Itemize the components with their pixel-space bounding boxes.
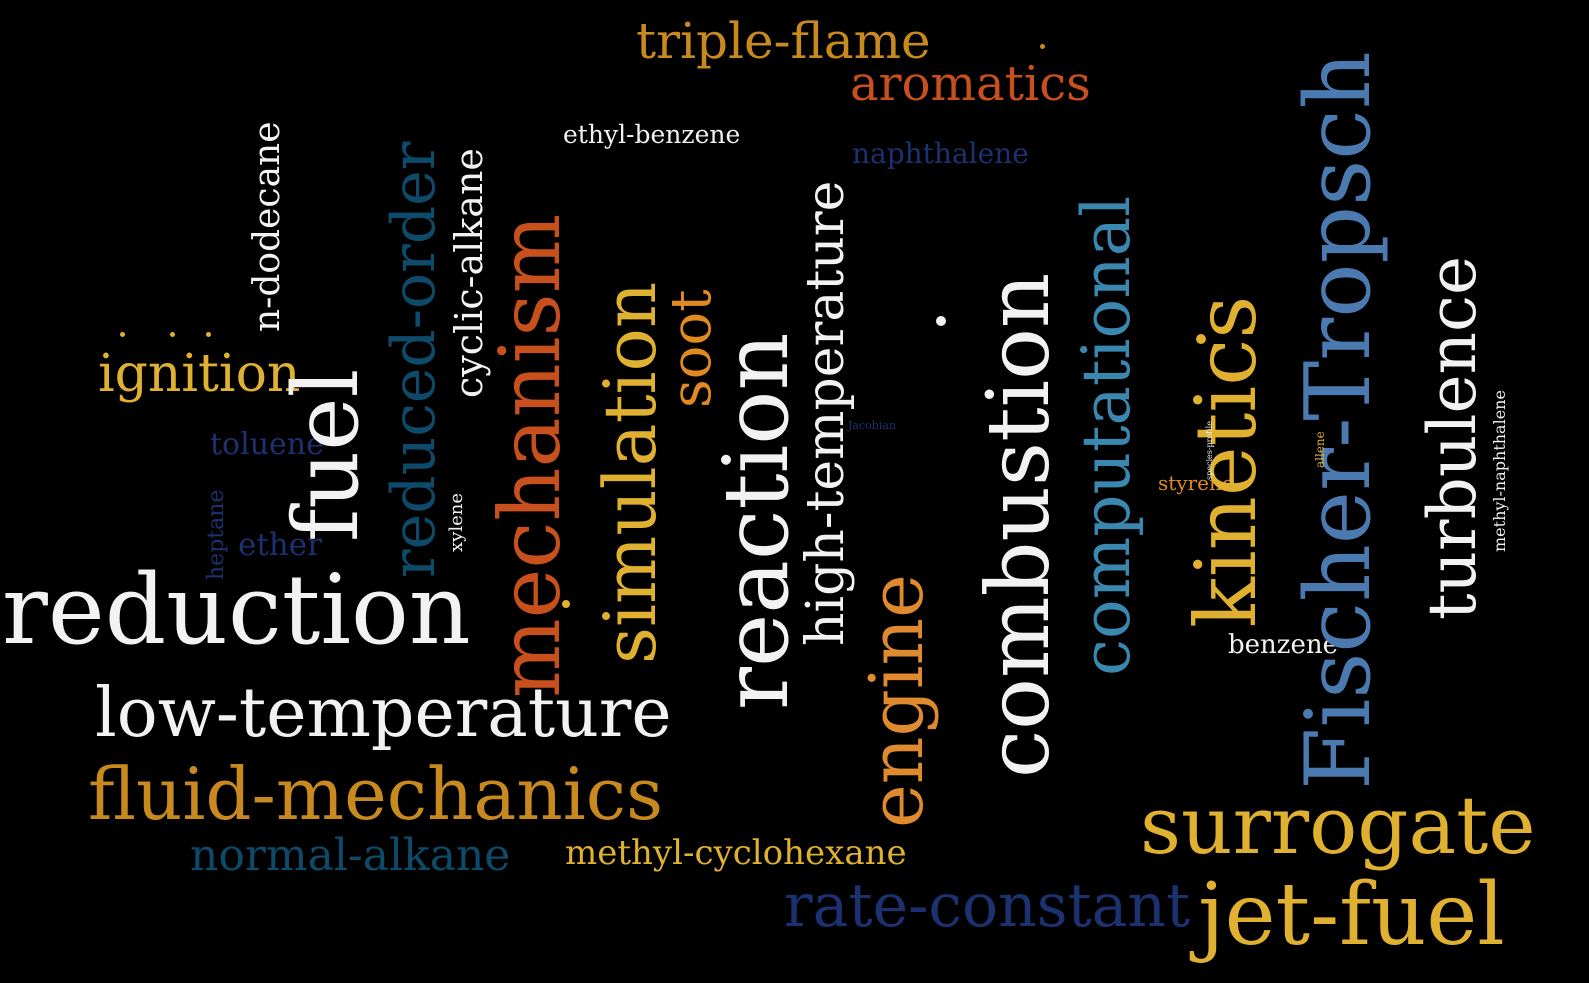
word-allene: allene: [1313, 431, 1327, 468]
dot: [936, 316, 946, 326]
word-reaction: reaction: [704, 332, 809, 710]
word-fluid-mechanics: fluid-mechanics: [88, 752, 664, 836]
word-triple-flame: triple-flame: [636, 12, 931, 70]
word-mechanism: mechanism: [481, 213, 579, 698]
word-methyl-cyclohexane: methyl-cyclohexane: [565, 833, 907, 873]
word-species-profile: species-profile: [1205, 421, 1214, 480]
dot: [1196, 334, 1206, 344]
word-kinetics: kinetics: [1177, 295, 1275, 628]
word-reduction: reduction: [2, 554, 471, 666]
word-fuel: fuel: [274, 368, 379, 542]
word-heptane: heptane: [204, 489, 229, 580]
word-ether: ether: [238, 527, 322, 563]
word-methyl-naphthalene: methyl-naphthalene: [1490, 390, 1509, 552]
word-combustion: combustion: [969, 272, 1069, 778]
word-n-dodecane: n-dodecane: [247, 121, 288, 332]
word-toluene: toluene: [210, 427, 324, 462]
word-jacobian: Jacobian: [848, 419, 896, 432]
word-simulation: simulation: [588, 281, 672, 664]
dot: [1040, 44, 1045, 49]
word-naphthalene: naphthalene: [852, 137, 1029, 170]
dot: [120, 332, 125, 337]
dot: [170, 332, 175, 337]
word-reduced-order: reduced-order: [379, 141, 449, 578]
word-computational: computational: [1068, 195, 1145, 676]
word-xylene: xylene: [446, 493, 467, 552]
word-jet-fuel: jet-fuel: [1198, 865, 1505, 965]
word-styrene: styrene: [1158, 471, 1234, 495]
word-ethyl-benzene: ethyl-benzene: [563, 120, 741, 149]
word-benzene: benzene: [1228, 630, 1338, 660]
word-ignition: ignition: [98, 344, 301, 404]
word-high-temperature: high-temperature: [796, 180, 856, 646]
dot: [206, 332, 211, 337]
word-normal-alkane: normal-alkane: [190, 830, 511, 881]
word-low-temperature: low-temperature: [95, 674, 672, 753]
word-surrogate: surrogate: [1140, 779, 1536, 872]
word-aromatics: aromatics: [850, 56, 1091, 112]
word-engine: engine: [854, 574, 940, 828]
word-rate-constant: rate-constant: [784, 871, 1191, 941]
word-fischer-tropsch: Fischer-Tropsch: [1286, 51, 1391, 790]
dot: [562, 600, 570, 608]
word-turbulence: turbulence: [1414, 255, 1491, 620]
